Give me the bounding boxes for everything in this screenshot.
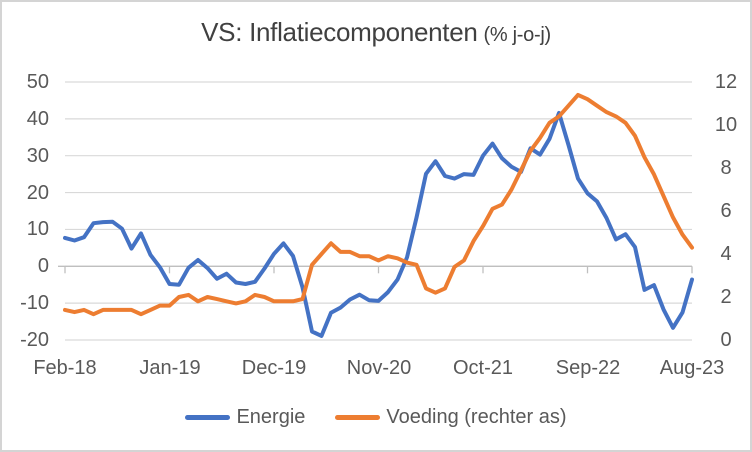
legend-item-voeding: Voeding (rechter as) <box>335 406 567 429</box>
x-axis-tick-label: Oct-21 <box>452 357 514 379</box>
right-axis-tick-label: 8 <box>720 157 732 179</box>
energie-line <box>63 111 694 338</box>
left-axis-tick-label: 40 <box>26 108 49 130</box>
right-axis-tick-label: 12 <box>714 71 738 93</box>
right-axis-tick-label: 6 <box>720 200 732 222</box>
x-axis-tick-label: Aug-23 <box>659 357 725 379</box>
left-axis-tick-label: -20 <box>20 329 49 351</box>
right-axis-tick-label: 10 <box>714 114 738 136</box>
left-axis-tick-label: 10 <box>26 218 49 240</box>
left-axis-tick-label: 50 <box>26 71 49 93</box>
legend: Energie Voeding (rechter as) <box>2 406 750 429</box>
x-axis-tick-label: Jan-19 <box>139 357 201 379</box>
right-axis-tick-label: 4 <box>720 243 732 265</box>
chart-title-suffix: (% j-o-j) <box>483 24 552 46</box>
voeding-line-swatch <box>335 415 381 420</box>
left-axis-tick-label: -10 <box>20 292 49 314</box>
chart-title-text: VS: Inflatiecomponenten <box>201 17 478 47</box>
left-axis-tick-label: 20 <box>26 182 49 204</box>
left-axis-tick-label: 30 <box>26 145 49 167</box>
left-axis-tick-label: 0 <box>37 255 49 277</box>
right-axis-tick-label: 2 <box>720 286 732 308</box>
x-axis-tick-label: Sep-22 <box>555 357 621 379</box>
voeding-line <box>63 92 694 317</box>
x-axis-tick-label: Nov-20 <box>346 357 412 379</box>
energie-line-swatch <box>185 415 231 420</box>
legend-label-energie: Energie <box>236 406 306 428</box>
x-axis-tick-label: Dec-19 <box>241 357 307 379</box>
chart-title: VS: Inflatiecomponenten (% j-o-j) <box>2 17 750 48</box>
x-axis-tick-label: Feb-18 <box>33 357 97 379</box>
right-axis-tick-label: 0 <box>720 329 732 351</box>
legend-label-voeding: Voeding (rechter as) <box>386 406 567 428</box>
legend-item-energie: Energie <box>185 406 305 429</box>
